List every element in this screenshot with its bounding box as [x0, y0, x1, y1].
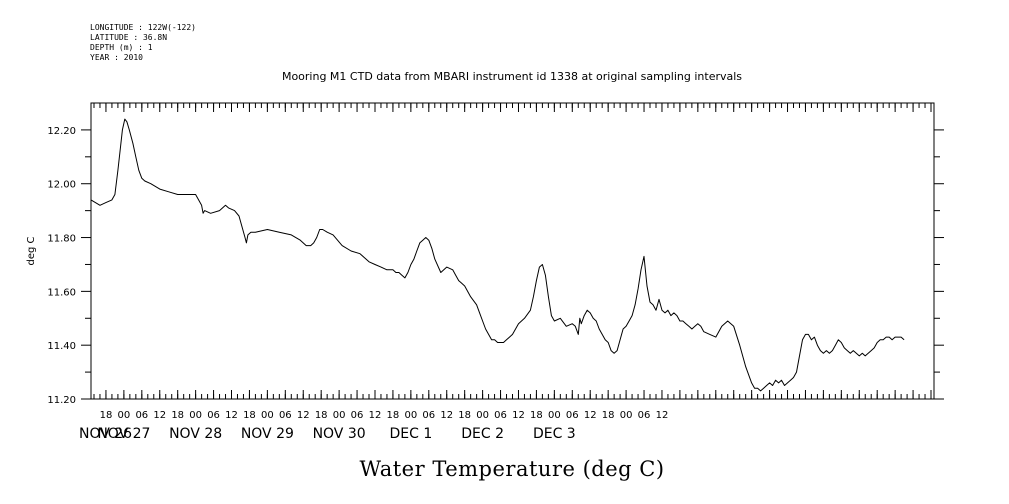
x-day-label: DEC 1: [389, 426, 432, 442]
x-hour-label: 12: [369, 410, 382, 421]
x-hour-label: 12: [153, 410, 166, 421]
x-hour-label: 12: [440, 410, 453, 421]
x-day-label: NOV 27: [97, 426, 150, 442]
x-hour-label: 18: [243, 410, 256, 421]
y-tick-label: 11.40: [47, 341, 76, 352]
x-hour-label: 00: [189, 410, 202, 421]
x-hour-label: 00: [118, 410, 131, 421]
x-axis-label: Water Temperature (deg C): [359, 457, 664, 481]
y-tick-label: 11.20: [47, 395, 76, 406]
y-tick-labels: 11.20 11.40 11.60 11.80 12.00 12.20: [47, 126, 76, 406]
x-hour-label: 06: [422, 410, 435, 421]
meta-line-longitude: LONGITUDE : 122W(-122): [90, 23, 196, 32]
x-hour-label: 06: [135, 410, 148, 421]
chart-title: Mooring M1 CTD data from MBARI instrumen…: [282, 70, 742, 83]
header-meta: LONGITUDE : 122W(-122) LATITUDE : 36.8N …: [90, 23, 196, 62]
x-hour-label: 00: [261, 410, 274, 421]
x-hour-label: 06: [638, 410, 651, 421]
x-day-label: NOV 28: [169, 426, 222, 442]
x-hour-label: 18: [387, 410, 400, 421]
y-axis-label: deg C: [26, 236, 37, 265]
x-day-label: NOV 26: [79, 426, 132, 442]
x-hour-label: 00: [404, 410, 417, 421]
x-tick-labels: 18 00 06 12 18 00 06 12 18 00 06 12 18 00 06 12 18 00 06 12…: [100, 410, 669, 421]
plot-frame: [90, 102, 935, 400]
x-hour-label: 18: [315, 410, 328, 421]
x-hour-label: 06: [207, 410, 220, 421]
y-tick-label: 12.00: [47, 180, 76, 191]
y-tick-label: 12.20: [47, 126, 76, 137]
x-hour-label: 18: [530, 410, 543, 421]
x-hour-label: 12: [297, 410, 310, 421]
x-hour-label: 00: [620, 410, 633, 421]
x-hour-label: 06: [494, 410, 507, 421]
axis-ticks: [81, 103, 944, 400]
x-day-label: NOV 30: [313, 426, 366, 442]
x-hour-label: 00: [548, 410, 561, 421]
y-tick-label: 11.60: [47, 287, 76, 298]
x-day-label: DEC 3: [533, 426, 576, 442]
x-hour-label: 12: [512, 410, 525, 421]
x-hour-label: 18: [602, 410, 615, 421]
x-hour-label: 18: [171, 410, 184, 421]
y-tick-label: 11.80: [47, 234, 76, 245]
x-hour-label: 00: [333, 410, 346, 421]
series-line-water-temperature: [90, 118, 905, 392]
meta-line-year: YEAR : 2010: [90, 53, 143, 62]
x-day-label: NOV 29: [241, 426, 294, 442]
x-hour-label: 18: [100, 410, 113, 421]
x-hour-label: 12: [584, 410, 597, 421]
meta-line-depth: DEPTH (m) : 1: [90, 43, 153, 52]
x-hour-label: 12: [656, 410, 669, 421]
x-hour-label: 06: [566, 410, 579, 421]
x-hour-label: 18: [458, 410, 471, 421]
x-day-label: DEC 2: [461, 426, 504, 442]
x-hour-label: 06: [279, 410, 292, 421]
x-hour-label: 06: [351, 410, 364, 421]
x-hour-label: 00: [476, 410, 489, 421]
x-hour-label: 12: [225, 410, 238, 421]
meta-line-latitude: LATITUDE : 36.8N: [90, 33, 167, 42]
